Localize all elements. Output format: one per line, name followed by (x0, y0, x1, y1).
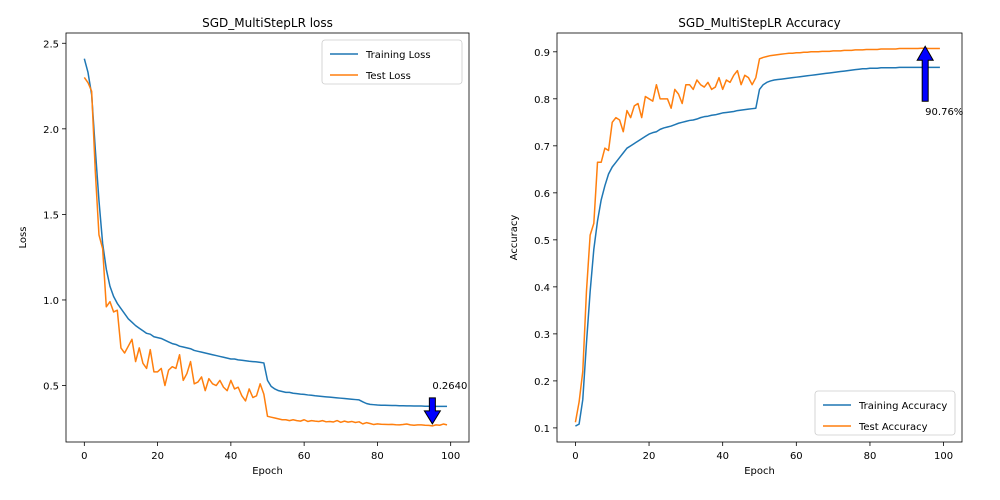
x-tick-label: 80 (864, 451, 877, 462)
legend-entry-label: Training Loss (365, 50, 431, 61)
loss-chart-panel: 0 20 40 60 80 100 0.5 1.0 1.5 2.0 2.5 SGD_MultiStep… (18, 16, 470, 477)
x-axis-label: Epoch (252, 466, 283, 477)
y-tick-label: 0.8 (534, 95, 550, 106)
x-tick-label: 20 (151, 451, 164, 462)
x-tick-label: 60 (790, 451, 803, 462)
legend-box (321, 39, 463, 85)
y-tick-label: 0.5 (43, 382, 59, 393)
legend-entry-label: Test Loss (365, 71, 411, 82)
accuracy-chart-panel: 0 20 40 60 80 100 0.1 0.2 0.3 0.4 0.5 0.6 0.7 0.8 0.9 S… (509, 16, 963, 477)
accuracy-series-line-test (574, 47, 940, 423)
y-tick-label: 0.6 (534, 189, 550, 200)
x-tick-label: 0 (81, 451, 87, 462)
up-arrow-icon (916, 45, 935, 102)
y-tick-label: 0.9 (534, 48, 550, 59)
loss-best-annotation: 0.2640 (423, 381, 467, 425)
accuracy-axes-frame (556, 32, 963, 443)
loss-axes-frame (65, 32, 470, 443)
accuracy-legend: Training Accuracy Test Accuracy (814, 390, 956, 436)
loss-series-line-test (83, 77, 448, 427)
x-tick-label: 0 (572, 451, 578, 462)
x-tick-label: 60 (298, 451, 311, 462)
y-tick-label: 0.5 (534, 236, 550, 247)
best-accuracy-label: 90.76% (925, 107, 963, 118)
x-tick-label: 40 (224, 451, 237, 462)
x-tick-label: 100 (441, 451, 460, 462)
y-tick-label: 1.0 (43, 296, 59, 307)
y-tick-label: 1.5 (43, 210, 59, 221)
accuracy-best-annotation: 90.76% (916, 45, 963, 118)
legend-entry-label: Test Accuracy (858, 422, 928, 433)
legend-box (814, 390, 956, 436)
loss-legend: Training Loss Test Loss (321, 39, 463, 85)
x-tick-label: 40 (716, 451, 729, 462)
legend-entry-label: Training Accuracy (858, 401, 947, 412)
accuracy-chart-title: SGD_MultiStepLR Accuracy (678, 16, 840, 30)
x-tick-label: 100 (934, 451, 953, 462)
y-tick-label: 0.7 (534, 142, 550, 153)
loss-series-line-training (83, 58, 448, 408)
y-axis-label: Loss (18, 227, 29, 249)
y-tick-label: 0.4 (534, 283, 550, 294)
best-loss-label: 0.2640 (432, 381, 467, 392)
x-axis-label: Epoch (744, 466, 775, 477)
down-arrow-icon (423, 397, 442, 425)
y-tick-label: 0.2 (534, 377, 550, 388)
y-tick-label: 2.5 (43, 39, 59, 50)
y-tick-label: 0.1 (534, 424, 550, 435)
y-tick-label: 0.3 (534, 330, 550, 341)
loss-chart-title: SGD_MultiStepLR loss (202, 16, 333, 30)
y-tick-label: 2.0 (43, 125, 59, 136)
y-axis-label: Accuracy (509, 215, 520, 261)
x-tick-label: 20 (643, 451, 656, 462)
accuracy-series-line-training (575, 66, 940, 427)
x-tick-label: 80 (371, 451, 384, 462)
